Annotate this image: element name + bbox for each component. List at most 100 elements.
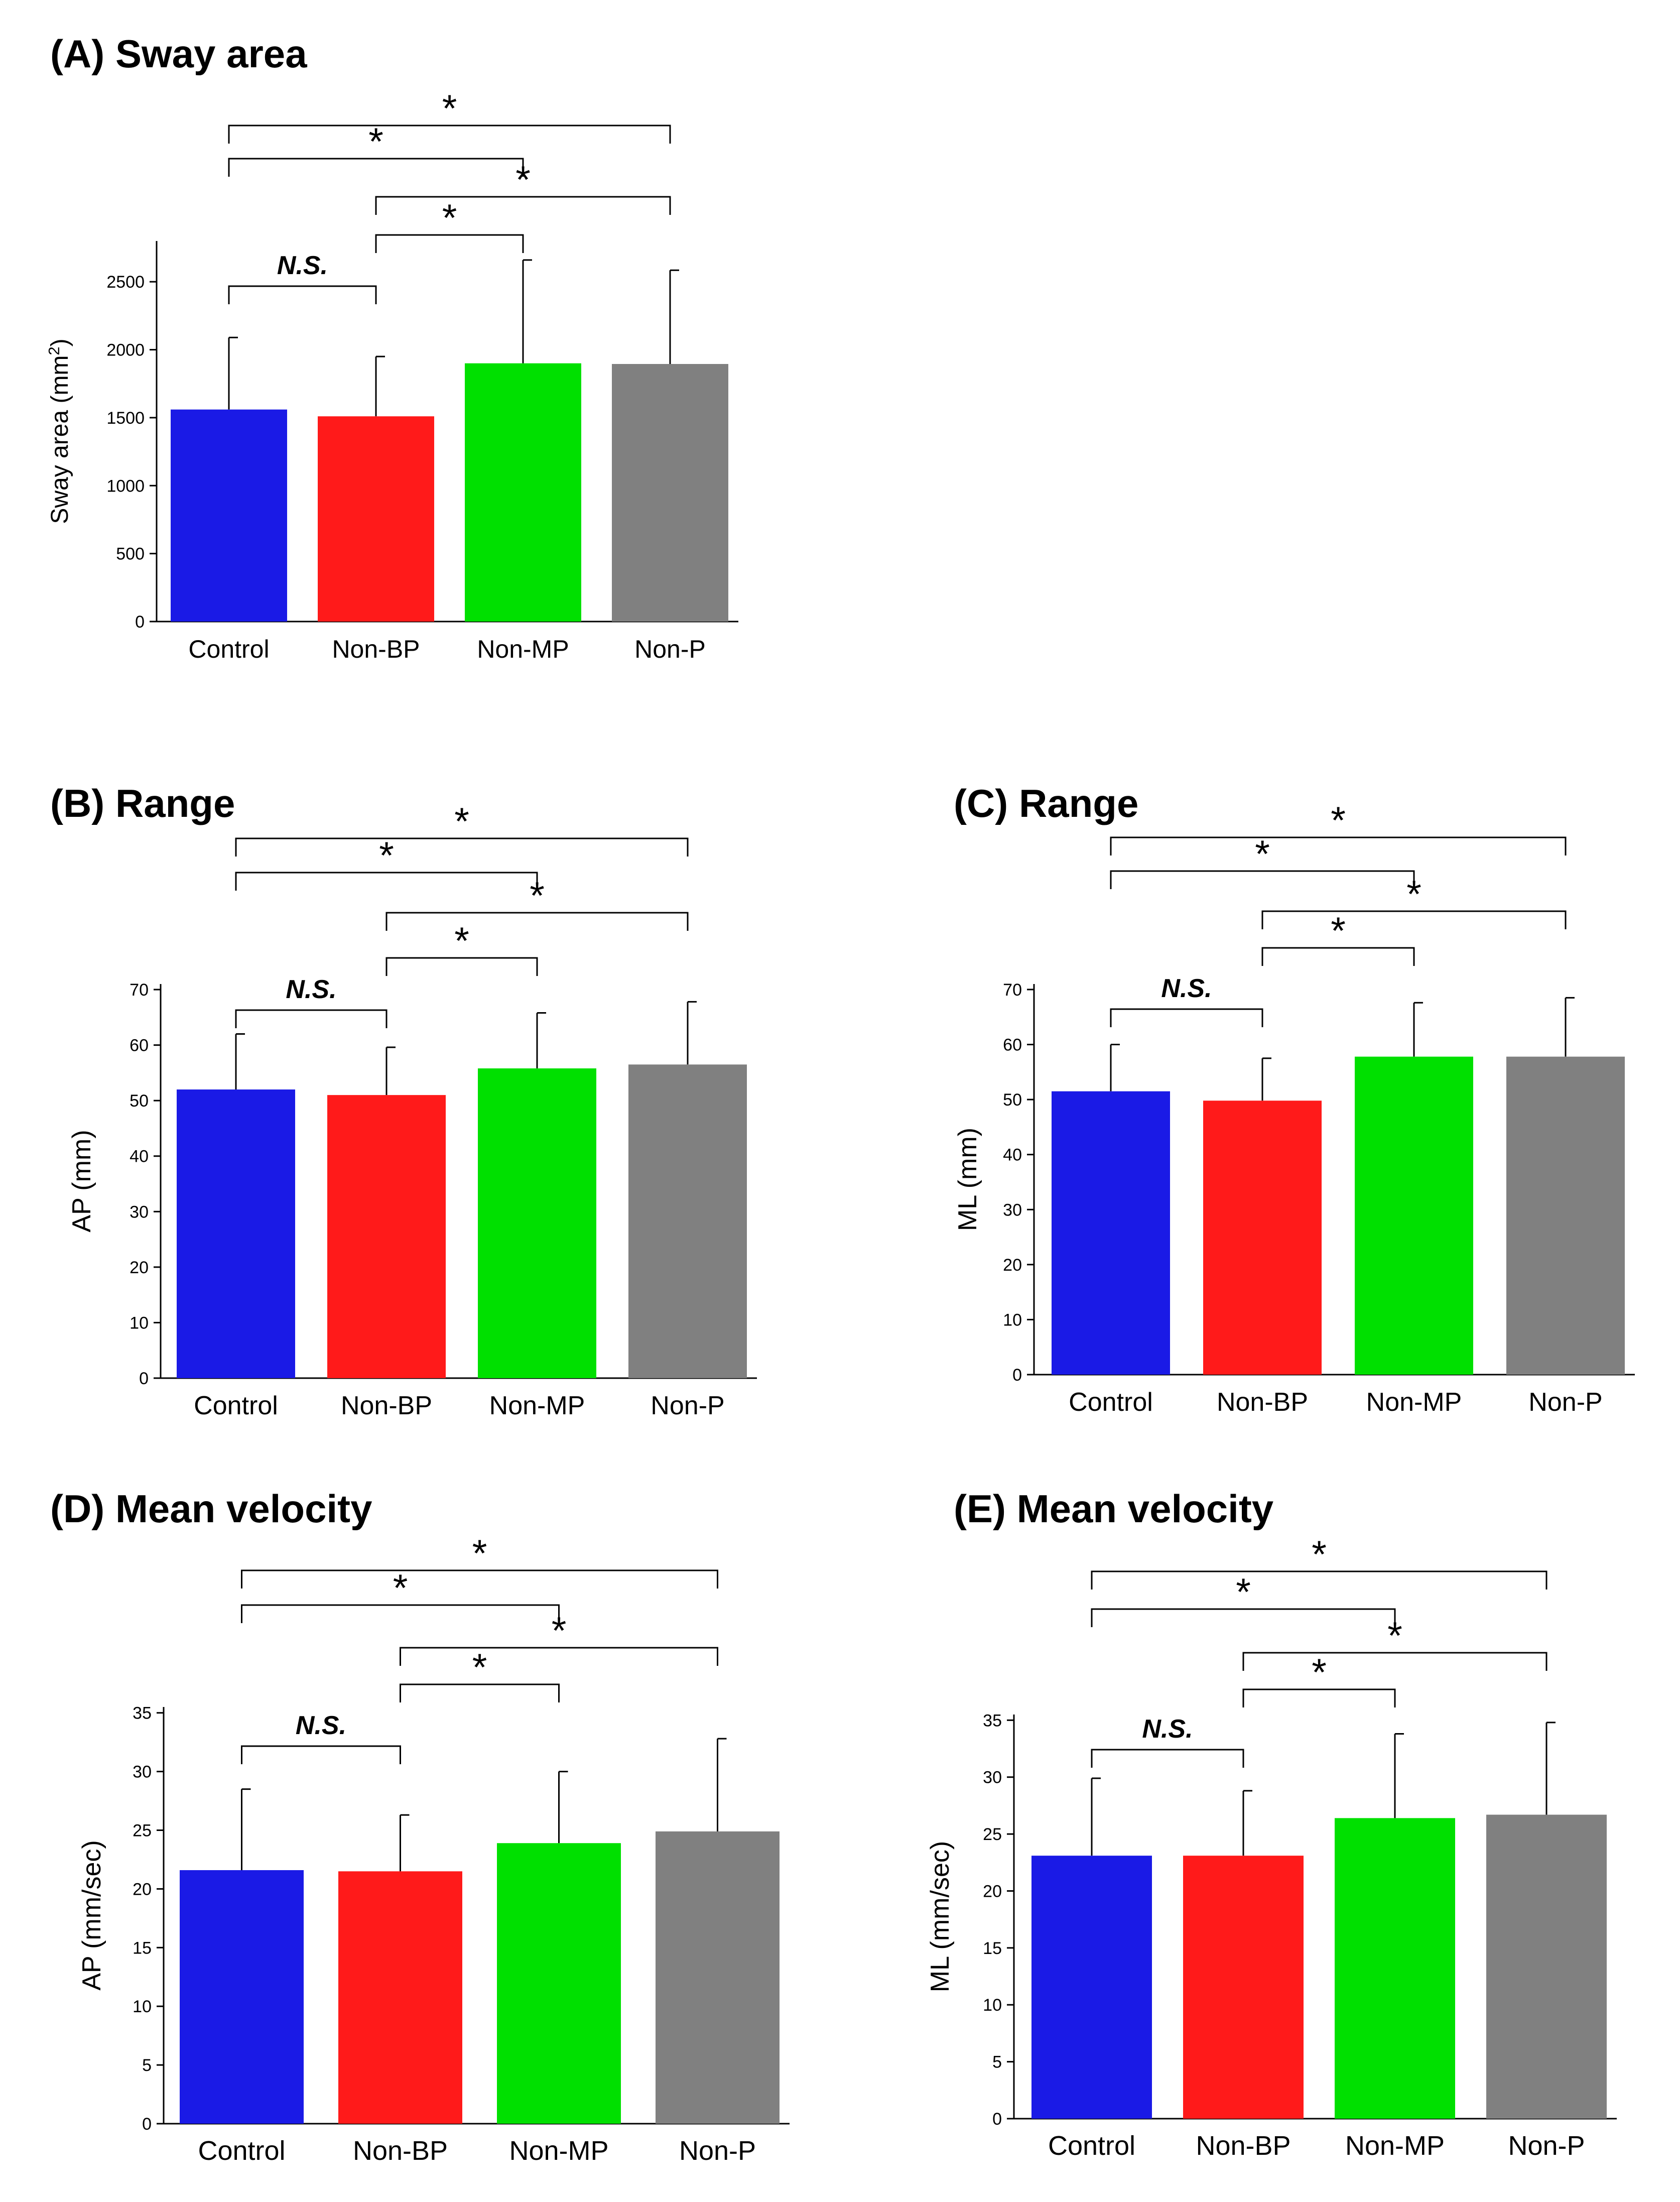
x-tick-label: Control xyxy=(194,1391,278,1420)
significance-star: * xyxy=(368,120,383,163)
x-tick-label: Non-BP xyxy=(1196,2131,1290,2161)
y-tick-label: 0 xyxy=(142,2115,152,2134)
y-axis-label: ML (mm/sec) xyxy=(926,1841,955,1992)
significance-bracket xyxy=(1261,947,1415,966)
significance-bracket xyxy=(235,837,689,857)
panel-e-title: (E) Mean velocity xyxy=(954,1487,1274,1531)
significance-bracket xyxy=(241,1569,718,1588)
significance-bracket xyxy=(1091,1749,1244,1768)
x-tick-label: Non-MP xyxy=(1366,1388,1462,1417)
y-tick-label: 40 xyxy=(130,1147,149,1166)
y-tick-label: 25 xyxy=(133,1821,152,1840)
significance-bracket xyxy=(1110,870,1415,889)
significance-star: * xyxy=(454,800,469,843)
chart-c-group: 0 10 20 30 40 50 60 70 ML (mm) Control Non-BP Non-M… xyxy=(953,799,1635,1417)
bar-control xyxy=(180,1870,304,2124)
panel-b-title: (B) Range xyxy=(50,781,235,825)
y-tick-label: 30 xyxy=(983,1768,1002,1787)
y-tick-label: 10 xyxy=(133,1997,152,2016)
significance-star: * xyxy=(472,1646,487,1689)
bar-non-p xyxy=(628,1064,747,1378)
bar-control xyxy=(171,409,287,622)
y-tick-label: 0 xyxy=(139,1369,149,1388)
x-tick-label: Non-BP xyxy=(353,2136,448,2166)
significance-star: * xyxy=(1255,833,1270,876)
y-tick-label: 20 xyxy=(983,1882,1002,1901)
significance-bracket xyxy=(1091,1570,1547,1589)
y-tick-label: 35 xyxy=(983,1711,1002,1730)
bar-control xyxy=(177,1089,295,1378)
chart-a-group: 0 500 1000 1500 2000 2500 Sway area (mm2) Contr… xyxy=(45,87,738,663)
significance-star: * xyxy=(442,87,457,130)
x-tick-label: Control xyxy=(188,635,269,663)
y-tick-label: 40 xyxy=(1003,1146,1022,1165)
y-tick-label: 20 xyxy=(133,1880,152,1899)
y-tick-label: 5 xyxy=(142,2056,152,2075)
y-tick-label: 1500 xyxy=(106,409,145,428)
y-tick-label: 30 xyxy=(130,1202,149,1221)
x-tick-label: Non-MP xyxy=(477,635,569,663)
y-tick-label: 30 xyxy=(1003,1200,1022,1219)
chart-b-group: 0 10 20 30 40 50 60 70 AP (mm) Control Non-BP Non-M… xyxy=(67,800,757,1420)
x-tick-label: Control xyxy=(1048,2131,1135,2161)
significance-bracket xyxy=(1091,1608,1396,1627)
y-tick-label: 60 xyxy=(130,1036,149,1055)
y-axis-label: ML (mm) xyxy=(953,1128,982,1231)
y-tick-label: 0 xyxy=(135,613,145,632)
y-tick-label: 10 xyxy=(983,1996,1002,2015)
significance-bracket xyxy=(385,957,538,976)
x-tick-label: Non-P xyxy=(651,1391,724,1420)
y-tick-label: 70 xyxy=(1003,981,1022,1000)
x-tick-label: Control xyxy=(1069,1388,1153,1417)
significance-bracket xyxy=(235,872,538,891)
bar-non-p xyxy=(1486,1814,1607,2119)
significance-bracket xyxy=(375,234,524,253)
y-tick-label: 2000 xyxy=(106,341,145,360)
significance-bracket xyxy=(228,158,524,177)
significance-star: * xyxy=(1331,799,1346,842)
y-tick-label: 10 xyxy=(130,1313,149,1332)
significance-bracket xyxy=(375,196,671,215)
x-tick-label: Non-P xyxy=(679,2136,756,2166)
bar-non-p xyxy=(1506,1056,1625,1375)
significance-star: * xyxy=(1312,1533,1327,1576)
panel-c-title: (C) Range xyxy=(954,781,1139,825)
significance-bracket xyxy=(228,125,671,144)
x-tick-label: Non-P xyxy=(1508,2131,1585,2161)
significance-bracket xyxy=(1242,1652,1547,1671)
significance-bracket xyxy=(235,1009,387,1028)
bar-non-bp xyxy=(1183,1856,1304,2119)
significance-bracket xyxy=(241,1604,560,1623)
bar-non-mp xyxy=(497,1843,621,2124)
significance-ns-label: N.S. xyxy=(1161,974,1212,1003)
bar-non-mp xyxy=(1355,1056,1473,1375)
chart-d-group: 0 5 10 15 20 25 30 35 AP (mm/sec) Control Non-BP No… xyxy=(77,1532,790,2166)
bar-control xyxy=(1052,1091,1170,1375)
significance-bracket xyxy=(241,1745,401,1764)
y-tick-label: 15 xyxy=(133,1938,152,1958)
y-tick-label: 500 xyxy=(116,545,145,564)
significance-star: * xyxy=(1236,1571,1251,1614)
y-tick-label: 50 xyxy=(1003,1090,1022,1110)
significance-ns-label: N.S. xyxy=(1142,1715,1193,1744)
x-tick-label: Non-P xyxy=(1528,1388,1602,1417)
bar-non-bp xyxy=(338,1871,462,2124)
significance-star: * xyxy=(442,197,457,239)
x-tick-label: Non-MP xyxy=(489,1391,585,1420)
significance-bracket xyxy=(228,285,377,304)
bar-control xyxy=(1031,1856,1152,2119)
bar-non-mp xyxy=(478,1068,596,1378)
panel-a-title: (A) Sway area xyxy=(50,32,307,76)
significance-star: * xyxy=(1312,1651,1327,1694)
bar-non-bp xyxy=(327,1095,446,1378)
x-tick-label: Non-MP xyxy=(1345,2131,1445,2161)
panel-d-title: (D) Mean velocity xyxy=(50,1487,372,1531)
significance-star: * xyxy=(393,1567,408,1610)
x-tick-label: Control xyxy=(198,2136,285,2166)
significance-bracket xyxy=(1242,1688,1396,1707)
y-axis-label: Sway area (mm2) xyxy=(45,338,74,524)
significance-star: * xyxy=(1331,910,1346,952)
significance-bracket xyxy=(1110,1008,1263,1027)
bar-non-mp xyxy=(465,363,581,622)
